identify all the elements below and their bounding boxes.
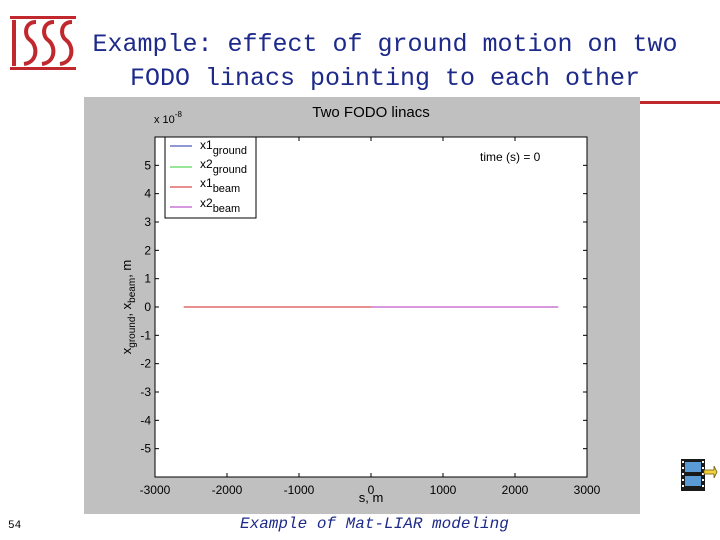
legend-label-x1-beam: x1beam	[200, 176, 240, 195]
x-tick-label: 2000	[502, 483, 529, 497]
film-strip-icon[interactable]	[680, 458, 718, 492]
legend: x1ground x2ground x1beam x2beam	[164, 136, 257, 219]
legend-label-x1-ground: x1ground	[200, 138, 247, 157]
slide-title-line2: FODO linacs pointing to each other	[129, 64, 641, 93]
y-tick-label: 4	[144, 187, 151, 201]
y-tick-label: -4	[140, 413, 151, 427]
x-tick-label: -1000	[284, 483, 315, 497]
x-tick-label: 1000	[430, 483, 457, 497]
legend-label-x2-ground: x2ground	[200, 157, 247, 176]
legend-label-x2-beam: x2beam	[200, 196, 240, 215]
x-axis-label: s, m	[359, 490, 384, 505]
y-tick-label: 1	[144, 272, 151, 286]
x-tick-label: 3000	[574, 483, 601, 497]
slide-title: Example: effect of ground motion on two …	[90, 28, 680, 96]
x-tick-label: -2000	[212, 483, 243, 497]
x-tick-label: -3000	[140, 483, 171, 497]
y-tick-label: -3	[140, 385, 151, 399]
y-tick-label: 3	[144, 215, 151, 229]
y-tick-label: -2	[140, 357, 151, 371]
slide-title-line1: Example: effect of ground motion on two	[92, 30, 678, 59]
legend-box	[164, 136, 257, 219]
y-axis-label: xground, xbeam, m	[119, 260, 138, 354]
chart-figure: 5 4 3 2 1 0 -1 -2 -3 -4 -5 -3000 -2000 -1000 0 1000 200…	[84, 97, 640, 514]
page-number: 54	[8, 520, 22, 532]
slide-footer: Example of Mat-LIAR modeling	[240, 515, 509, 533]
y-tick-label: -1	[140, 328, 151, 342]
y-tick-label: 0	[144, 300, 151, 314]
scale-exponent: -8	[175, 110, 183, 119]
issis-logo	[10, 16, 76, 70]
time-annotation: time (s) = 0	[480, 150, 541, 164]
x-tick-label: 0	[368, 483, 375, 497]
scale-factor: x 10-8	[154, 110, 182, 126]
chart-svg: 5 4 3 2 1 0 -1 -2 -3 -4 -5 -3000 -2000 -1000 0 1000 200…	[119, 104, 601, 505]
y-tick-label: 5	[144, 158, 151, 172]
y-tick-label: 2	[144, 243, 151, 257]
y-tick-label: -5	[140, 442, 151, 456]
chart-title: Two FODO linacs	[312, 104, 430, 121]
